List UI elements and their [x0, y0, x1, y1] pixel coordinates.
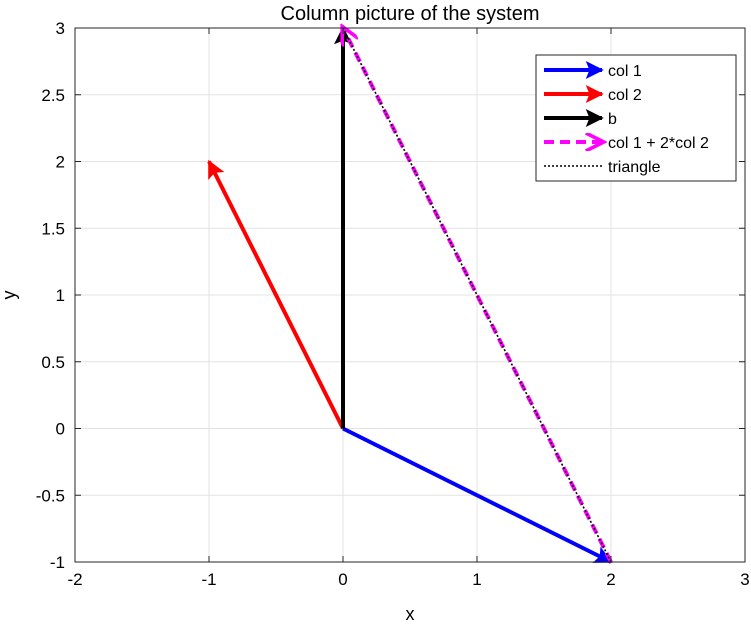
x-tick-label: 2: [606, 570, 615, 589]
x-tick-label: -1: [201, 570, 216, 589]
y-axis-label: y: [0, 291, 19, 300]
y-tick-label: -1: [50, 553, 65, 572]
series-layer: [207, 27, 613, 564]
y-tick-label: -0.5: [36, 486, 65, 505]
y-tick-label: 2: [56, 153, 65, 172]
y-tick-label: 1.5: [41, 219, 65, 238]
x-tick-label: 1: [472, 570, 481, 589]
y-tick-label: 3: [56, 19, 65, 38]
x-tick-label: 0: [338, 570, 347, 589]
series-col-1: [342, 426, 613, 564]
legend-label-col-2: col 2: [608, 87, 642, 104]
x-tick-label: 3: [740, 570, 749, 589]
y-tick-label: 1: [56, 286, 65, 305]
y-tick-label: 0: [56, 420, 65, 439]
ticks: -2 -1 0 1 2 3-1-0.500.511.522.53: [36, 19, 750, 589]
legend-label-col-1-2-col-2: col 1 + 2*col 2: [608, 135, 709, 152]
legend-label-col-1: col 1: [608, 63, 642, 80]
chart-title: Column picture of the system: [281, 3, 540, 25]
x-axis-label: x: [406, 604, 415, 624]
legend-label-b: b: [608, 111, 617, 128]
x-tick-label: -2: [67, 570, 82, 589]
y-tick-label: 0.5: [41, 353, 65, 372]
legend-label-triangle: triangle: [608, 159, 661, 176]
legend: col 1 col 2 b col 1 + 2*col 2 triangle: [535, 54, 737, 182]
series-triangle: [342, 27, 612, 563]
y-tick-label: 2.5: [41, 86, 65, 105]
series-col-2: [207, 159, 345, 430]
